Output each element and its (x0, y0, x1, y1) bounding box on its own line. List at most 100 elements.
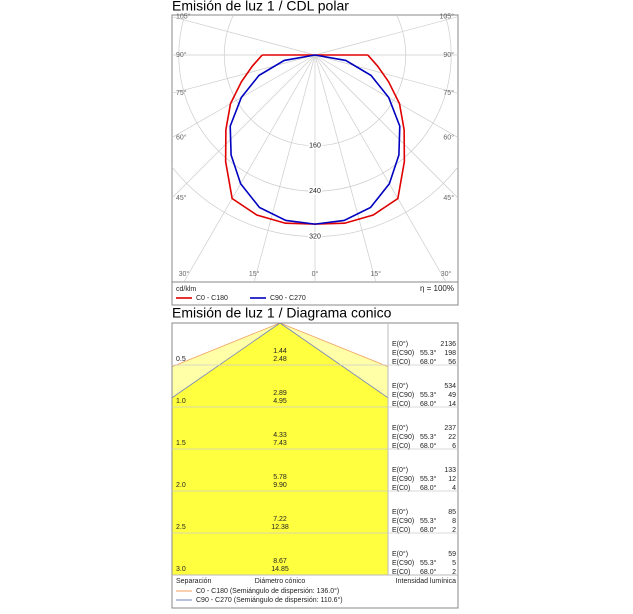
angle-label: 60° (443, 133, 454, 141)
diameter-value: 9.90 (273, 482, 287, 489)
e-label: E(0°) (392, 340, 408, 348)
intensity-curve (224, 54, 316, 225)
distance-label: 0.5 (176, 356, 186, 363)
diameter-value: 5.78 (273, 474, 287, 481)
e-value: 12 (448, 476, 456, 483)
legend-label: C90 - C270 (270, 295, 306, 302)
e-label: E(C90) (392, 560, 414, 567)
diameter-value: 4.95 (273, 398, 287, 405)
intensity-curve (314, 54, 406, 225)
angle-label: 45° (443, 194, 454, 202)
diameter-value: 1.44 (273, 348, 287, 355)
e-value: 6 (452, 443, 456, 450)
intensity-label: Intensidad lumínica (396, 578, 456, 585)
grid-ray (314, 54, 458, 138)
legend-label: C0 - C180 (Semiángulo de dispersión: 136… (196, 587, 339, 595)
polar-curves (224, 54, 406, 225)
e-label: E(0°) (392, 382, 408, 390)
distance-label: 3.0 (176, 566, 186, 573)
e-value: 59 (448, 551, 456, 558)
grid-ray (172, 54, 316, 94)
angle-label: 75° (176, 89, 187, 97)
angle-value: 55.3° (420, 517, 437, 525)
grid-ray (314, 54, 447, 282)
angle-label: 105° (440, 13, 455, 21)
angle-value: 68.0° (420, 442, 437, 450)
e-label: E(0°) (392, 508, 408, 516)
x-label: Separación (176, 578, 212, 585)
e-value: 2136 (440, 341, 456, 348)
angle-label: 75° (443, 89, 454, 97)
angle-label: 90° (176, 51, 187, 59)
e-value: 56 (448, 359, 456, 366)
e-value: 2 (452, 569, 456, 576)
r-tick-label: 240 (309, 188, 321, 195)
diameter-value: 8.67 (273, 558, 287, 565)
diameter-label: Diámetro cónico (255, 578, 306, 585)
angle-value: 68.0° (420, 568, 437, 576)
e-label: E(0°) (392, 550, 408, 558)
distance-label: 2.5 (176, 524, 186, 531)
angle-label: 15° (249, 270, 260, 278)
angle-value: 55.3° (420, 559, 437, 567)
grid-ray (172, 54, 316, 138)
intensity-curve (314, 54, 401, 225)
distance-label: 1.5 (176, 440, 186, 447)
r-tick-label: 160 (309, 143, 321, 150)
cone-title: Emisión de luz 1 / Diagrama conico (172, 305, 392, 321)
diameter-value: 7.22 (273, 516, 287, 523)
grid-ray (172, 54, 316, 199)
e-label: E(C90) (392, 518, 414, 525)
unit-label: cd/klm (176, 286, 196, 293)
grid-ray (172, 16, 316, 56)
legend-label: C0 - C180 (196, 295, 228, 302)
angle-label: 0° (312, 270, 319, 278)
e-label: E(C0) (392, 359, 410, 366)
diameter-value: 7.43 (273, 440, 287, 447)
polar-title: Emisión de luz 1 / CDL polar (172, 0, 349, 14)
grid-ray (253, 54, 316, 282)
distance-label: 1.0 (176, 398, 186, 405)
distance-label: 2.0 (176, 482, 186, 489)
cone-frame (171, 322, 459, 609)
e-value: 2 (452, 527, 456, 534)
e-value: 237 (444, 425, 456, 432)
angle-label: 30° (441, 270, 452, 278)
diameter-value: 2.48 (273, 356, 287, 363)
intensity-curve (229, 54, 316, 225)
angle-value: 68.0° (420, 400, 437, 408)
angle-value: 68.0° (420, 526, 437, 534)
e-value: 8 (452, 518, 456, 525)
grid-ray (314, 54, 458, 94)
diameter-value: 2.89 (273, 390, 287, 397)
e-label: E(C0) (392, 485, 410, 492)
e-label: E(C0) (392, 569, 410, 576)
diameter-value: 14.85 (271, 566, 289, 573)
r-tick-label: 320 (309, 233, 321, 240)
legend-label: C90 - C270 (Semiángulo de dispersión: 11… (196, 596, 343, 604)
e-value: 5 (452, 560, 456, 567)
e-label: E(C90) (392, 350, 414, 357)
angle-value: 55.3° (420, 391, 437, 399)
angle-value: 68.0° (420, 484, 437, 492)
angle-label: 60° (176, 133, 187, 141)
diameter-value: 12.38 (271, 524, 289, 531)
e-value: 85 (448, 509, 456, 516)
efficiency-label: η = 100% (420, 284, 454, 293)
e-label: E(C0) (392, 527, 410, 534)
angle-value: 68.0° (420, 358, 437, 366)
angle-value: 55.3° (420, 475, 437, 483)
e-value: 49 (448, 392, 456, 399)
grid-ray (314, 16, 458, 56)
angle-label: 15° (371, 270, 382, 278)
e-label: E(C90) (392, 476, 414, 483)
e-value: 198 (444, 350, 456, 357)
e-label: E(C90) (392, 434, 414, 441)
angle-label: 90° (443, 51, 454, 59)
e-label: E(C0) (392, 401, 410, 408)
e-label: E(0°) (392, 466, 408, 474)
e-label: E(C0) (392, 443, 410, 450)
angle-value: 55.3° (420, 349, 437, 357)
angle-value: 55.3° (420, 433, 437, 441)
